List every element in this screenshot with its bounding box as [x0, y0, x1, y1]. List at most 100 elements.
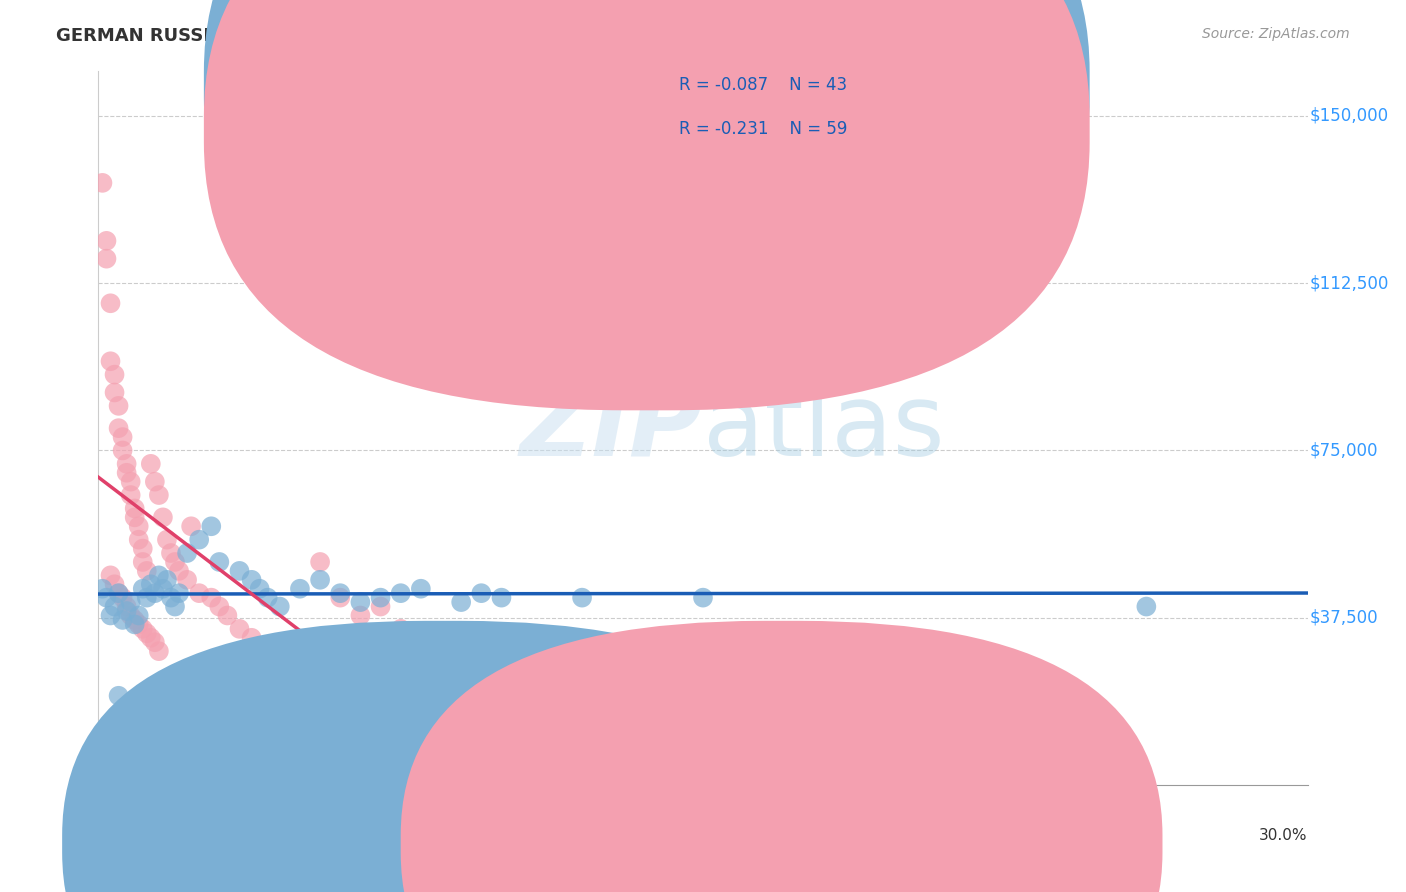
- Point: [240, 631, 263, 645]
- Point: [228, 564, 250, 578]
- Point: [249, 582, 271, 596]
- Point: [107, 689, 129, 703]
- Point: [288, 657, 311, 672]
- Point: [111, 430, 134, 444]
- Point: [176, 546, 198, 560]
- Point: [132, 582, 155, 596]
- Point: [208, 599, 231, 614]
- Point: [200, 519, 222, 533]
- Point: [163, 555, 186, 569]
- Point: [128, 608, 150, 623]
- Point: [96, 234, 118, 248]
- Point: [692, 591, 714, 605]
- Point: [143, 635, 166, 649]
- Point: [370, 591, 392, 605]
- Point: [309, 555, 332, 569]
- Text: 30.0%: 30.0%: [1260, 828, 1308, 843]
- Point: [188, 533, 211, 547]
- Point: [152, 510, 174, 524]
- Point: [309, 573, 332, 587]
- Point: [389, 586, 412, 600]
- Point: [160, 591, 183, 605]
- Text: R = -0.231    N = 59: R = -0.231 N = 59: [679, 120, 848, 138]
- Point: [100, 296, 122, 310]
- Point: [329, 591, 352, 605]
- Point: [120, 488, 142, 502]
- Text: $75,000: $75,000: [1310, 442, 1378, 459]
- Point: [571, 591, 593, 605]
- Point: [370, 599, 392, 614]
- Point: [107, 399, 129, 413]
- Point: [329, 586, 352, 600]
- Point: [139, 457, 162, 471]
- Point: [135, 626, 157, 640]
- Point: [349, 608, 371, 623]
- Point: [128, 519, 150, 533]
- Point: [139, 631, 162, 645]
- Point: [167, 564, 190, 578]
- Text: $37,500: $37,500: [1310, 608, 1379, 627]
- Text: 0.0%: 0.0%: [98, 828, 138, 843]
- Point: [180, 519, 202, 533]
- Point: [148, 488, 170, 502]
- Point: [176, 573, 198, 587]
- Text: $112,500: $112,500: [1310, 274, 1389, 293]
- Point: [96, 591, 118, 605]
- Point: [103, 385, 125, 400]
- Point: [167, 586, 190, 600]
- Point: [107, 586, 129, 600]
- Point: [107, 421, 129, 435]
- Point: [143, 475, 166, 489]
- Point: [128, 533, 150, 547]
- Point: [143, 586, 166, 600]
- Point: [120, 475, 142, 489]
- Point: [91, 176, 114, 190]
- Point: [107, 586, 129, 600]
- Point: [208, 555, 231, 569]
- Point: [124, 613, 146, 627]
- Text: Source: ZipAtlas.com: Source: ZipAtlas.com: [1202, 27, 1350, 41]
- Point: [148, 644, 170, 658]
- Point: [115, 457, 138, 471]
- Point: [389, 622, 412, 636]
- FancyBboxPatch shape: [401, 621, 1163, 892]
- Point: [249, 644, 271, 658]
- Point: [96, 252, 118, 266]
- Point: [1135, 599, 1157, 614]
- Point: [160, 546, 183, 560]
- Text: Immigrants from Austria: Immigrants from Austria: [783, 849, 986, 867]
- Point: [111, 613, 134, 627]
- Point: [188, 586, 211, 600]
- Point: [200, 591, 222, 605]
- Point: [349, 595, 371, 609]
- Point: [132, 622, 155, 636]
- Point: [124, 501, 146, 516]
- Point: [120, 595, 142, 609]
- Point: [156, 533, 179, 547]
- Point: [124, 617, 146, 632]
- Text: R = -0.087    N = 43: R = -0.087 N = 43: [679, 76, 848, 94]
- Text: $150,000: $150,000: [1310, 107, 1389, 125]
- Point: [450, 595, 472, 609]
- Point: [240, 573, 263, 587]
- Point: [103, 368, 125, 382]
- Point: [148, 568, 170, 582]
- Point: [115, 466, 138, 480]
- Text: atlas: atlas: [703, 380, 945, 476]
- Point: [256, 591, 278, 605]
- Point: [409, 582, 432, 596]
- Point: [491, 591, 513, 605]
- Point: [470, 586, 492, 600]
- Point: [269, 653, 291, 667]
- FancyBboxPatch shape: [62, 621, 824, 892]
- Point: [228, 622, 250, 636]
- Point: [120, 608, 142, 623]
- Point: [132, 555, 155, 569]
- Point: [152, 582, 174, 596]
- Point: [111, 591, 134, 605]
- Point: [135, 564, 157, 578]
- Point: [269, 599, 291, 614]
- Point: [115, 604, 138, 618]
- Point: [156, 573, 179, 587]
- Text: ZIP: ZIP: [520, 380, 703, 476]
